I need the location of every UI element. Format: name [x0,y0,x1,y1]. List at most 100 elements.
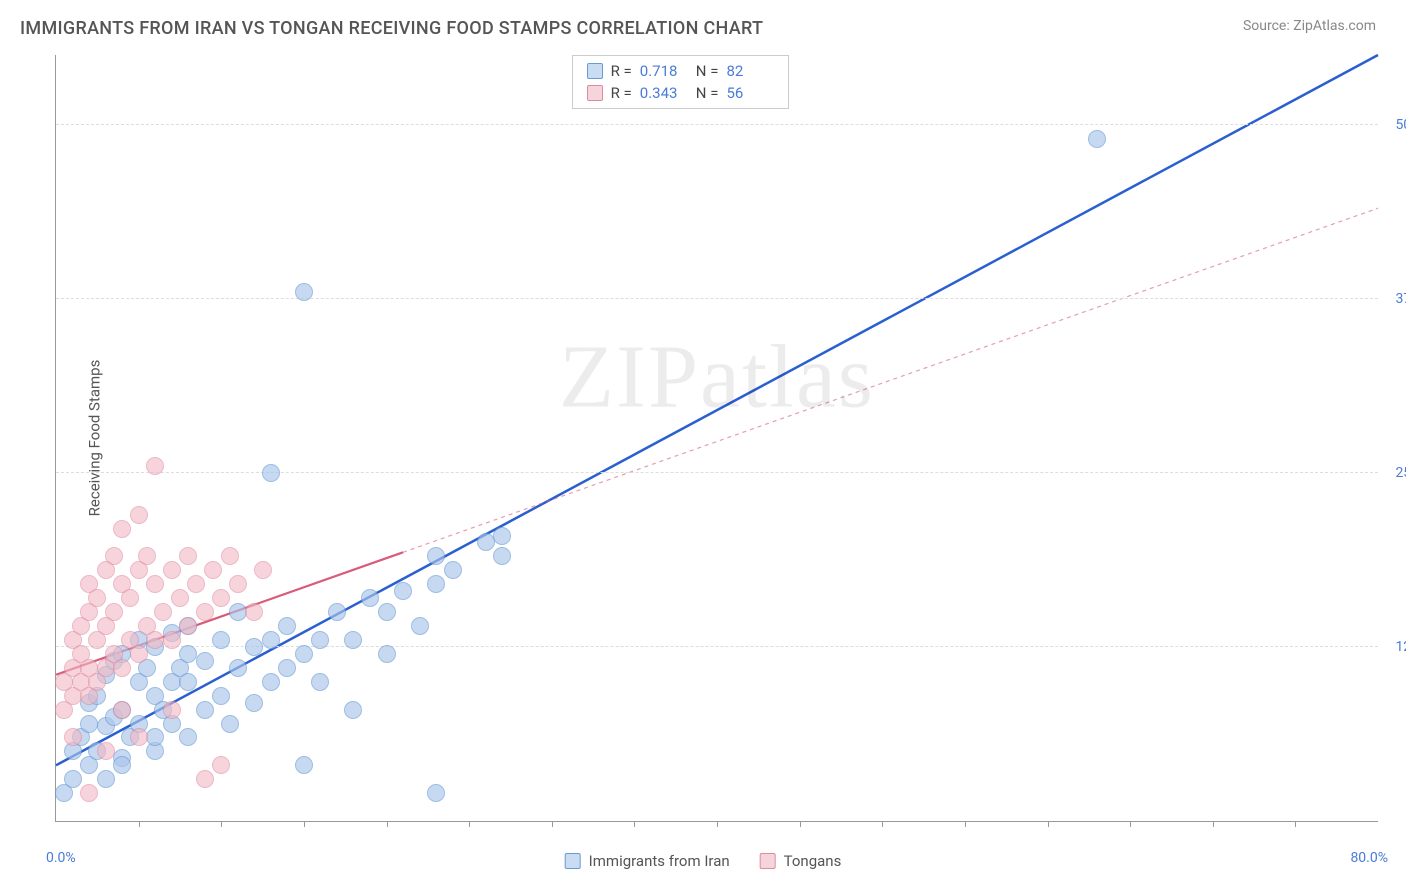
data-point-tongans [212,756,230,774]
stat-r-label: R = [611,84,632,102]
gridline [56,124,1378,125]
data-point-tongans [221,547,239,565]
swatch-tongans [587,85,603,101]
data-point-tongans [130,506,148,524]
data-point-iran [245,638,263,656]
stat-n-tongans: 56 [726,84,774,102]
bottom-legend: Immigrants from Iran Tongans [565,852,842,870]
data-point-iran [221,715,239,733]
legend-label-iran: Immigrants from Iran [589,852,730,870]
data-point-tongans [138,547,156,565]
data-point-iran [493,527,511,545]
data-point-tongans [163,561,181,579]
data-point-iran [278,617,296,635]
x-tick [469,821,470,827]
data-point-tongans [146,575,164,593]
data-point-tongans [130,645,148,663]
data-point-tongans [212,589,230,607]
x-axis-min-label: 0.0% [46,850,76,866]
watermark: ZIPatlas [559,325,875,428]
x-tick [800,821,801,827]
data-point-iran [278,659,296,677]
legend-swatch-tongans [760,853,776,869]
data-point-iran [97,770,115,788]
x-tick [882,821,883,827]
data-point-tongans [113,659,131,677]
stat-n-label: N = [696,62,719,80]
data-point-iran [262,673,280,691]
x-tick [717,821,718,827]
x-tick [1295,821,1296,827]
data-point-iran [262,631,280,649]
legend-swatch-iran [565,853,581,869]
data-point-tongans [80,784,98,802]
data-point-iran [378,603,396,621]
data-point-iran [344,631,362,649]
x-tick [1048,821,1049,827]
data-point-iran [212,687,230,705]
stat-r-label: R = [611,62,632,80]
data-point-tongans [97,742,115,760]
data-point-iran [444,561,462,579]
data-point-tongans [130,728,148,746]
data-point-iran [328,603,346,621]
data-point-iran [378,645,396,663]
legend-item-tongans: Tongans [760,852,842,870]
data-point-iran [64,770,82,788]
data-point-tongans [105,603,123,621]
stat-r-tongans: 0.343 [640,84,688,102]
data-point-iran [493,547,511,565]
data-point-iran [361,589,379,607]
y-tick-label: 25.0% [1395,465,1406,481]
data-point-tongans [163,631,181,649]
data-point-iran [245,694,263,712]
data-point-iran [196,701,214,719]
data-point-tongans [64,728,82,746]
data-point-tongans [171,589,189,607]
x-tick [139,821,140,827]
data-point-iran [311,673,329,691]
source-label: Source: ZipAtlas.com [1243,18,1376,34]
y-tick-label: 37.5% [1395,291,1406,307]
data-point-iran [80,715,98,733]
data-point-iran [427,784,445,802]
data-point-tongans [187,575,205,593]
data-point-iran [196,652,214,670]
correlation-stats-box: R = 0.718 N = 82 R = 0.343 N = 56 [572,55,790,109]
x-tick [1130,821,1131,827]
gridline [56,298,1378,299]
data-point-iran [262,464,280,482]
data-point-tongans [146,631,164,649]
swatch-iran [587,63,603,79]
x-tick [1213,821,1214,827]
data-point-iran [229,659,247,677]
data-point-tongans [88,589,106,607]
data-point-tongans [204,561,222,579]
data-point-iran [295,756,313,774]
data-point-tongans [113,701,131,719]
data-point-tongans [179,547,197,565]
data-point-iran [295,283,313,301]
legend-label-tongans: Tongans [784,852,842,870]
data-point-iran [394,582,412,600]
data-point-iran [477,533,495,551]
data-point-iran [179,645,197,663]
data-point-iran [427,575,445,593]
data-point-iran [212,631,230,649]
x-axis-max-label: 80.0% [1350,850,1388,866]
data-point-tongans [229,575,247,593]
data-point-iran [113,756,131,774]
chart-plot-area: Receiving Food Stamps R = 0.718 N = 82 R… [55,55,1378,822]
data-point-tongans [113,520,131,538]
y-tick-label: 12.5% [1395,639,1406,655]
data-point-iran [146,728,164,746]
y-axis-title: Receiving Food Stamps [85,360,103,517]
x-tick [387,821,388,827]
data-point-tongans [179,617,197,635]
data-point-tongans [245,603,263,621]
data-point-iran [229,603,247,621]
x-tick [304,821,305,827]
x-tick [965,821,966,827]
x-tick [552,821,553,827]
stats-row-iran: R = 0.718 N = 82 [587,62,775,80]
